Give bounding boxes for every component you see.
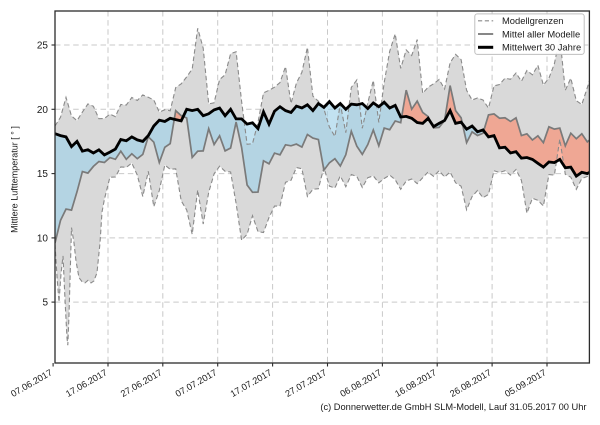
svg-text:25: 25 [37, 41, 49, 52]
svg-text:10: 10 [37, 233, 49, 244]
svg-text:Mittlere Lufttemperatur [ ° ]: Mittlere Lufttemperatur [ ° ] [10, 126, 20, 233]
svg-text:20: 20 [37, 105, 49, 116]
svg-text:Mittel aller Modelle: Mittel aller Modelle [502, 28, 580, 39]
svg-text:Modellgrenzen: Modellgrenzen [502, 15, 564, 26]
svg-text:Mittelwert 30 Jahre: Mittelwert 30 Jahre [502, 42, 581, 53]
svg-text:5: 5 [42, 298, 48, 309]
svg-text:15: 15 [37, 169, 49, 180]
svg-text:(c) Donnerwetter.de GmbH SLM-M: (c) Donnerwetter.de GmbH SLM-Modell, Lau… [320, 402, 586, 412]
